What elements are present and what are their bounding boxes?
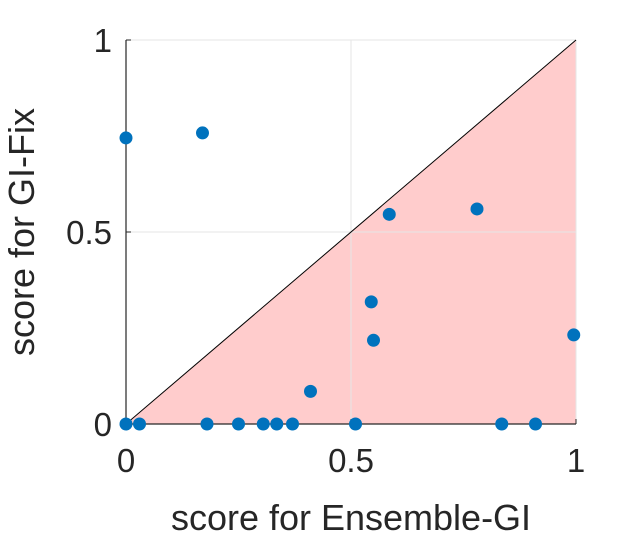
x-tick-labels: 0 0.5 1 xyxy=(117,442,585,479)
data-point xyxy=(286,417,299,431)
data-point xyxy=(256,417,270,431)
data-point xyxy=(304,384,317,398)
x-tick-label-0: 0 xyxy=(117,442,135,479)
data-point xyxy=(470,202,484,216)
data-point xyxy=(133,417,146,431)
x-tick-label-1: 0.5 xyxy=(328,442,374,479)
diagonal-reference-line xyxy=(125,39,577,425)
x-axis-label: score for Ensemble-GI xyxy=(171,497,531,538)
data-point xyxy=(196,126,209,140)
data-point xyxy=(119,417,133,431)
data-point xyxy=(119,131,133,145)
data-points-layer xyxy=(119,126,581,431)
data-point xyxy=(200,417,214,431)
data-point xyxy=(364,295,378,309)
y-tick-labels: 00.51 xyxy=(66,22,112,443)
data-point xyxy=(367,333,380,347)
y-tick-label-0: 0 xyxy=(94,406,112,443)
y-axis-label: score for GI-Fix xyxy=(1,108,42,356)
data-point xyxy=(495,417,509,431)
diagonal-reference-layer xyxy=(125,39,577,425)
data-point xyxy=(529,417,542,431)
data-point xyxy=(232,417,245,431)
data-point xyxy=(270,417,284,431)
y-tick-label-1: 0.5 xyxy=(66,214,112,251)
x-tick-label-2: 1 xyxy=(567,442,585,479)
data-point xyxy=(382,207,396,221)
y-tick-label-2: 1 xyxy=(94,22,112,59)
data-point xyxy=(349,417,362,431)
data-point xyxy=(567,328,581,342)
